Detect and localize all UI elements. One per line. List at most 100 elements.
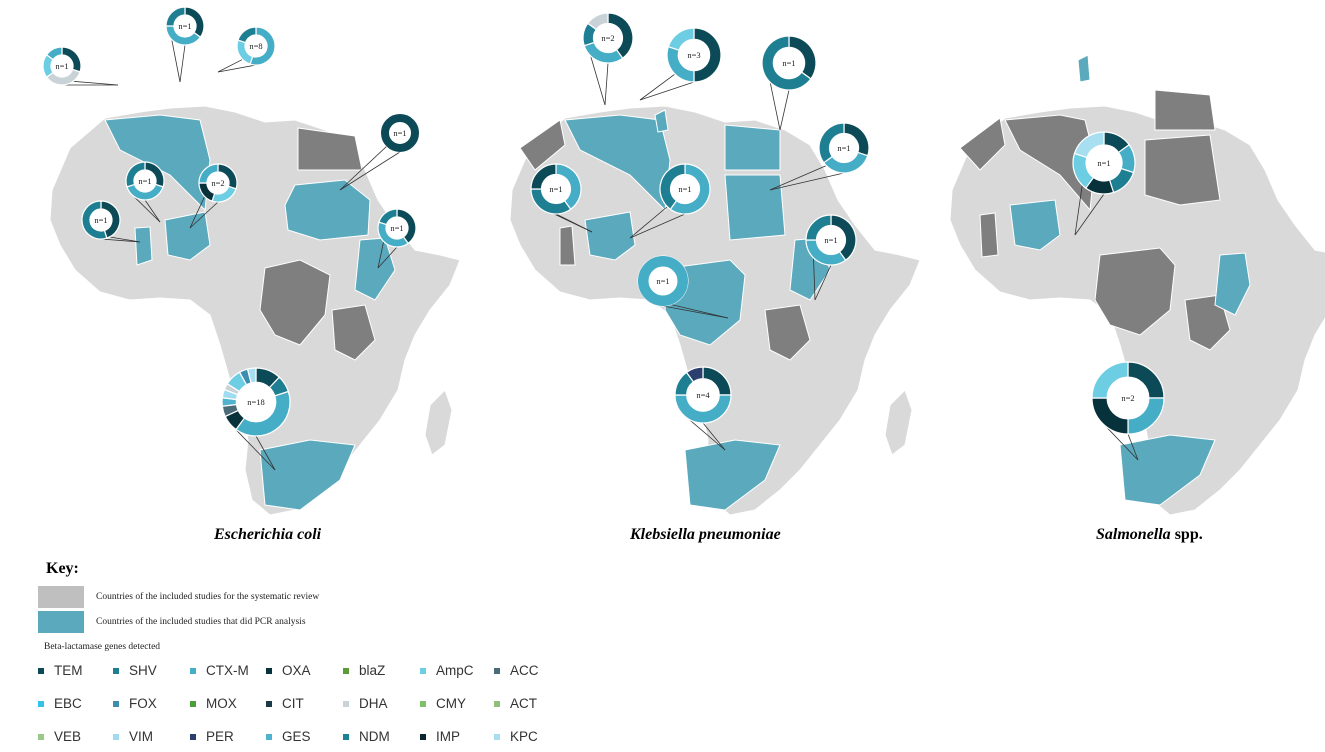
donut-count-label: n=8 (249, 41, 262, 51)
gene-color-marker (38, 733, 44, 740)
donut-count-label: n=1 (1097, 158, 1110, 168)
donut-count-label: n=18 (247, 397, 265, 407)
donut-slice-tem (693, 27, 722, 83)
donut-slice-ampc (667, 27, 695, 51)
donut-count-label: n=1 (55, 61, 68, 71)
pie-leader-line (339, 146, 387, 191)
gene-legend-item-ampc: AmpC (420, 663, 474, 678)
gene-legend-item-act: ACT (494, 696, 537, 711)
country-south-africa (1119, 434, 1216, 506)
map-title-k-pneumoniae: Klebsiella pneumoniae (630, 526, 781, 543)
gene-color-marker (420, 700, 426, 707)
gene-name: MOX (206, 696, 237, 711)
gene-donut-chart: n=1 (805, 214, 857, 266)
pie-leader-line (231, 425, 276, 471)
gene-legend-item-ebc: EBC (38, 696, 82, 711)
gene-donut-chart: n=1 (637, 255, 689, 307)
gene-donut-chart: n=3 (666, 27, 722, 83)
country-morocco (959, 117, 1006, 171)
gene-donut-chart: n=4 (674, 366, 732, 424)
gene-legend-item-per: PER (190, 729, 234, 744)
pie-leader-line (769, 172, 845, 191)
gene-color-marker (343, 700, 349, 707)
key-label-teal: Countries of the included studies that d… (96, 617, 306, 627)
donut-slice-ctx-m (249, 26, 276, 66)
gene-name: ACT (510, 696, 537, 711)
donut-slice-ampc (1091, 361, 1129, 399)
pie-leader-line (377, 241, 385, 269)
gene-name: IMP (436, 729, 461, 744)
gene-name: CTX-M (206, 663, 249, 678)
donut-slice-shv (805, 214, 832, 241)
gene-name: blaZ (359, 663, 386, 678)
gene-donut-chart: n=1 (530, 163, 582, 215)
pie-leader-line (377, 246, 398, 269)
donut-count-label: n=1 (824, 235, 837, 245)
donut-count-label: n=1 (782, 58, 795, 68)
pie-leader-line (590, 55, 606, 106)
country-nigeria (584, 211, 636, 261)
gene-color-marker (113, 667, 119, 674)
madagascar (884, 389, 913, 456)
country-tunisia (654, 109, 669, 133)
pie-leader-line (604, 62, 609, 106)
key-swatch-gray (38, 586, 84, 608)
country-drc (259, 259, 331, 346)
donut-slice-kpc (1073, 131, 1105, 159)
gene-color-marker (266, 700, 272, 707)
gene-donut-chart: n=18 (221, 367, 291, 437)
donut-count-label: n=2 (211, 178, 224, 188)
pie-leader-line (629, 213, 686, 239)
pie-leader-line (814, 264, 832, 301)
pie-leader-line (189, 196, 206, 229)
country-nigeria (164, 211, 211, 261)
country-tanzania (331, 304, 376, 361)
pie-leader-line (769, 165, 827, 191)
gene-donut-chart: n=1 (42, 46, 82, 86)
donut-count-label: n=1 (549, 184, 562, 194)
gene-color-marker (343, 667, 349, 674)
gene-color-marker (420, 667, 426, 674)
gene-legend-item-ndm: NDM (343, 729, 390, 744)
country-sudan (284, 179, 371, 241)
donut-slice-shv (659, 163, 686, 211)
country-egypt (297, 127, 363, 171)
donut-count-label: n=2 (1121, 393, 1134, 403)
donut-count-label: n=2 (601, 33, 614, 43)
africa-map-2 (949, 54, 1325, 516)
gene-name: OXA (282, 663, 311, 678)
gene-name: CMY (436, 696, 466, 711)
gene-legend-item-cmy: CMY (420, 696, 466, 711)
donut-slice-shv (378, 208, 398, 226)
pie-leader-line (217, 58, 243, 73)
country-morocco (519, 119, 566, 171)
gene-legend-item-dha: DHA (343, 696, 388, 711)
gene-name: FOX (129, 696, 157, 711)
country-tanzania (764, 304, 811, 361)
gene-name: AmpC (436, 663, 474, 678)
donut-slice-shv (81, 200, 108, 240)
gene-donut-chart: n=2 (1091, 361, 1165, 435)
gene-legend-item-ctx-m: CTX-M (190, 663, 249, 678)
gene-color-marker (113, 700, 119, 707)
pie-leader-line (1074, 193, 1105, 236)
donut-count-label: n=1 (656, 276, 669, 286)
gene-donut-chart: n=2 (198, 163, 238, 203)
donut-slice-shv (761, 35, 812, 91)
gene-donut-chart: n=1 (377, 208, 417, 248)
pie-leader-line (189, 201, 219, 229)
donut-slice-dha (586, 12, 609, 31)
gene-legend-item-cit: CIT (266, 696, 304, 711)
pie-leader-line (144, 199, 161, 223)
gene-donut-chart: n=1 (81, 200, 121, 240)
donut-slice-ctx-m (638, 256, 688, 306)
africa-landmass (49, 105, 461, 516)
donut-count-label: n=1 (393, 128, 406, 138)
donut-count-label: n=1 (178, 21, 191, 31)
pie-leader-line (813, 257, 816, 301)
donut-slice-kpc (246, 367, 257, 384)
gene-color-marker (190, 733, 196, 740)
country-sudan (1144, 134, 1221, 206)
donut-slice-shv (237, 26, 257, 44)
country-sudan (724, 174, 786, 241)
